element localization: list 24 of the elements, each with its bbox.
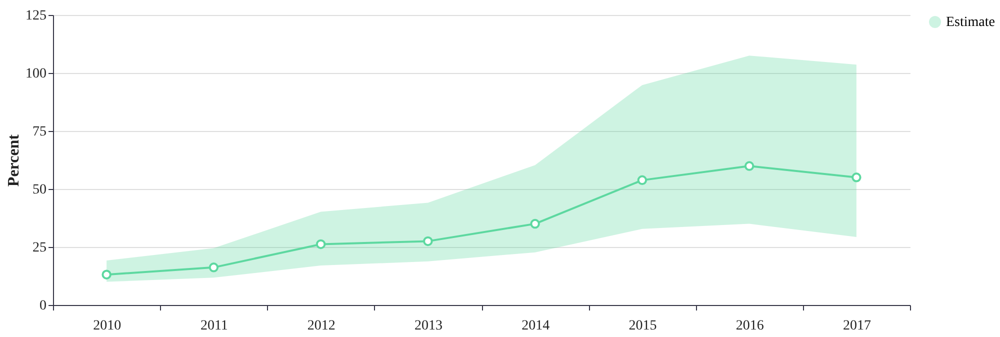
point xyxy=(423,236,433,246)
point xyxy=(102,270,112,280)
x-tick-label: 2014 xyxy=(522,318,550,334)
point xyxy=(316,239,326,250)
y-tick-label: 0 xyxy=(40,298,46,314)
x-tick-label: 2015 xyxy=(628,318,657,334)
x-tick-label: 2010 xyxy=(93,318,122,334)
y-axis-title: Percent xyxy=(6,134,22,187)
point xyxy=(744,161,754,171)
x-tick-label: 2012 xyxy=(307,318,336,334)
x-tick-label: 2017 xyxy=(842,318,871,334)
point xyxy=(208,262,219,272)
y-tick-label: 25 xyxy=(32,240,46,256)
legend-label: Estimate xyxy=(946,15,995,30)
x-tick-label: 2016 xyxy=(736,318,764,334)
y-tick-label: 50 xyxy=(32,182,46,198)
x-tick-label: 2011 xyxy=(200,318,228,334)
point xyxy=(530,218,540,229)
x-tick-label: 2013 xyxy=(414,318,442,334)
point xyxy=(637,175,648,186)
y-tick-label: 125 xyxy=(26,8,46,24)
point xyxy=(852,172,862,182)
y-tick-label: 75 xyxy=(32,124,46,140)
y-tick-label: 100 xyxy=(26,66,46,82)
